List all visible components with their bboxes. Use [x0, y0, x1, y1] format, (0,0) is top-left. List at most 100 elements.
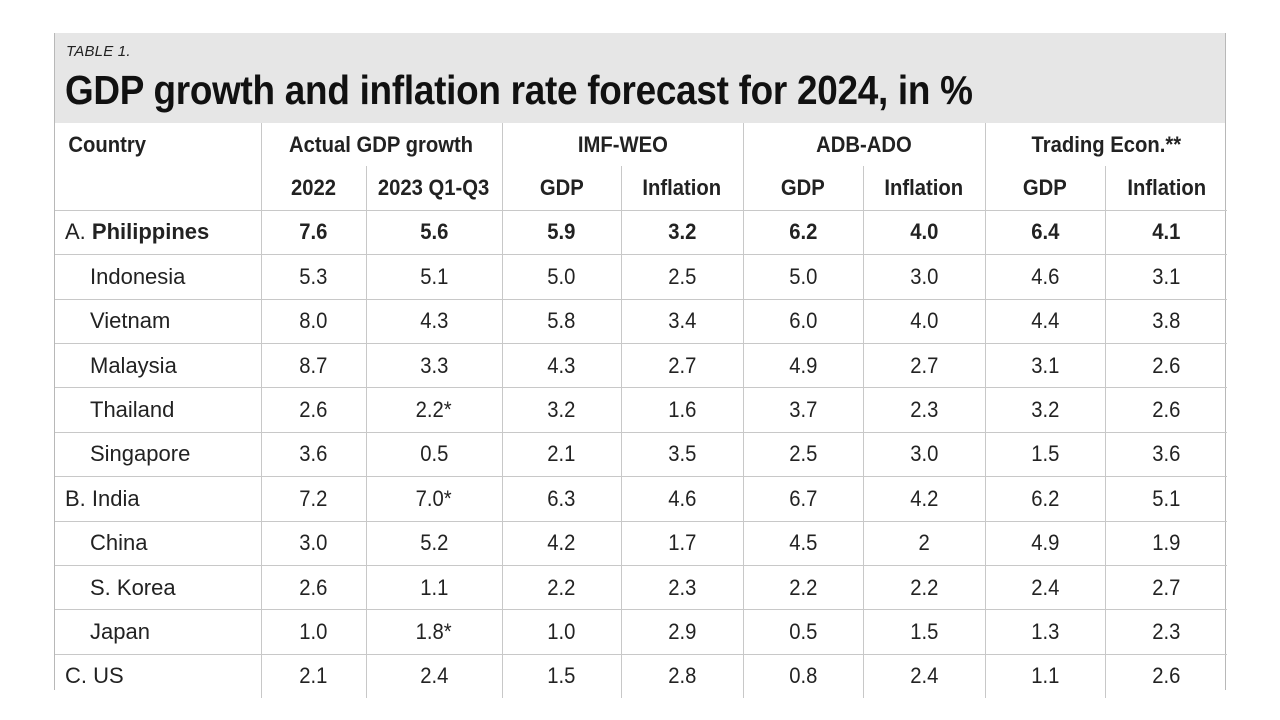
value-cell: 2.5 — [620, 254, 744, 300]
group-header-actual: Actual GDP growth — [260, 123, 502, 167]
country-name: Indonesia — [90, 263, 186, 289]
value-cell: 2.2 — [742, 565, 864, 611]
value-cell: 1.9 — [1104, 521, 1228, 566]
value-cell: 3.2 — [620, 210, 744, 256]
value-cell: 1.5 — [501, 654, 621, 699]
country-name: Malaysia — [90, 352, 177, 378]
value-cell: 8.7 — [260, 343, 366, 389]
sub-header-imf-gdp: GDP — [501, 166, 621, 211]
value-cell: 6.2 — [742, 210, 864, 256]
country-name: Japan — [90, 618, 150, 644]
sub-header-imf-inflation: Inflation — [620, 166, 744, 211]
value-cell: 5.6 — [365, 210, 502, 256]
value-cell: 2.8 — [620, 654, 744, 699]
table-frame: TABLE 1. GDP growth and inflation rate f… — [54, 33, 1228, 699]
country-cell: China — [55, 521, 261, 566]
value-cell: 3.7 — [742, 387, 864, 433]
country-cell: Indonesia — [55, 254, 261, 300]
country-cell: S. Korea — [55, 565, 261, 611]
value-cell: 5.1 — [365, 254, 502, 300]
value-cell: 6.7 — [742, 476, 864, 522]
country-cell: A. Philippines — [55, 210, 261, 256]
value-cell: 0.5 — [365, 432, 502, 478]
value-cell: 1.0 — [501, 609, 621, 655]
value-cell: 0.5 — [742, 609, 864, 655]
value-cell: 4.3 — [501, 343, 621, 389]
value-cell: 4.6 — [620, 476, 744, 522]
table-row: Indonesia 5.3 5.1 5.0 2.5 5.0 3.0 4.6 3.1 — [55, 254, 1228, 300]
table-row: A. Philippines 7.6 5.6 5.9 3.2 6.2 4.0 6.4 4.1 — [55, 210, 1228, 256]
value-cell: 4.3 — [365, 299, 502, 344]
country-cell: Malaysia — [55, 343, 261, 389]
value-cell: 2.6 — [1104, 387, 1228, 433]
country-name: Philippines — [91, 219, 210, 245]
value-cell: 3.0 — [862, 254, 986, 300]
value-cell: 5.2 — [365, 521, 502, 566]
sub-header-adb-inflation: Inflation — [862, 166, 986, 211]
value-cell: 5.1 — [1104, 476, 1228, 522]
value-cell: 0.8 — [742, 654, 864, 699]
country-cell: Singapore — [55, 432, 261, 478]
value-cell: 7.2 — [260, 476, 366, 522]
value-cell: 3.0 — [260, 521, 366, 566]
value-cell: 2.6 — [1104, 654, 1228, 699]
table-title: GDP growth and inflation rate forecast f… — [65, 67, 973, 113]
value-cell: 1.5 — [984, 432, 1106, 478]
value-cell: 8.0 — [260, 299, 366, 344]
country-name: S. Korea — [90, 574, 176, 600]
value-cell: 2.7 — [862, 343, 986, 389]
value-cell: 3.5 — [620, 432, 744, 478]
table-row: China 3.0 5.2 4.2 1.7 4.5 2 4.9 1.9 — [55, 521, 1228, 566]
value-cell: 4.0 — [862, 299, 986, 344]
value-cell: 7.6 — [260, 210, 366, 256]
value-cell: 4.4 — [984, 299, 1106, 344]
value-cell: 6.0 — [742, 299, 864, 344]
value-cell: 3.1 — [984, 343, 1106, 389]
title-band: TABLE 1. GDP growth and inflation rate f… — [55, 33, 1225, 123]
country-cell: Japan — [55, 609, 261, 655]
value-cell: 5.9 — [501, 210, 621, 256]
sub-header-2023: 2023 Q1-Q3 — [365, 166, 502, 211]
value-cell: 5.3 — [260, 254, 366, 300]
value-cell: 1.0 — [260, 609, 366, 655]
sub-header-trading-inflation: Inflation — [1104, 166, 1228, 211]
value-cell: 2.5 — [742, 432, 864, 478]
value-cell: 4.2 — [862, 476, 986, 522]
value-cell: 2.1 — [260, 654, 366, 699]
value-cell: 2.9 — [620, 609, 744, 655]
value-cell: 5.0 — [501, 254, 621, 300]
value-cell: 3.1 — [1104, 254, 1228, 300]
group-header-imf: IMF-WEO — [501, 123, 744, 167]
value-cell: 2.4 — [984, 565, 1106, 611]
value-cell: 6.2 — [984, 476, 1106, 522]
value-cell: 2.6 — [1104, 343, 1228, 389]
value-cell: 2 — [862, 521, 986, 566]
table-row: B. India 7.2 7.0* 6.3 4.6 6.7 4.2 6.2 5.1 — [55, 476, 1228, 522]
table-row: Singapore 3.6 0.5 2.1 3.5 2.5 3.0 1.5 3.6 — [55, 432, 1228, 478]
value-cell: 2.6 — [260, 387, 366, 433]
country-name: Vietnam — [90, 308, 171, 334]
value-cell: 2.3 — [862, 387, 986, 433]
value-cell: 6.4 — [984, 210, 1106, 256]
value-cell: 3.3 — [365, 343, 502, 389]
country-name: US — [93, 663, 124, 689]
country-name: China — [90, 530, 148, 556]
value-cell: 4.5 — [742, 521, 864, 566]
value-cell: 3.2 — [501, 387, 621, 433]
country-cell: Thailand — [55, 387, 261, 433]
value-cell: 6.3 — [501, 476, 621, 522]
value-cell: 1.6 — [620, 387, 744, 433]
value-cell: 2.3 — [1104, 609, 1228, 655]
value-cell: 3.6 — [260, 432, 366, 478]
value-cell: 3.4 — [620, 299, 744, 344]
value-cell: 2.4 — [862, 654, 986, 699]
value-cell: 5.0 — [742, 254, 864, 300]
value-cell: 1.1 — [365, 565, 502, 611]
value-cell: 3.6 — [1104, 432, 1228, 478]
sub-header-row: 2022 2023 Q1-Q3 GDP Inflation GDP Inflat… — [55, 166, 1228, 211]
value-cell: 1.5 — [862, 609, 986, 655]
value-cell: 1.3 — [984, 609, 1106, 655]
table-row: Malaysia 8.7 3.3 4.3 2.7 4.9 2.7 3.1 2.6 — [55, 343, 1228, 389]
sub-header-trading-gdp: GDP — [984, 166, 1106, 211]
country-prefix: C. — [65, 663, 94, 689]
